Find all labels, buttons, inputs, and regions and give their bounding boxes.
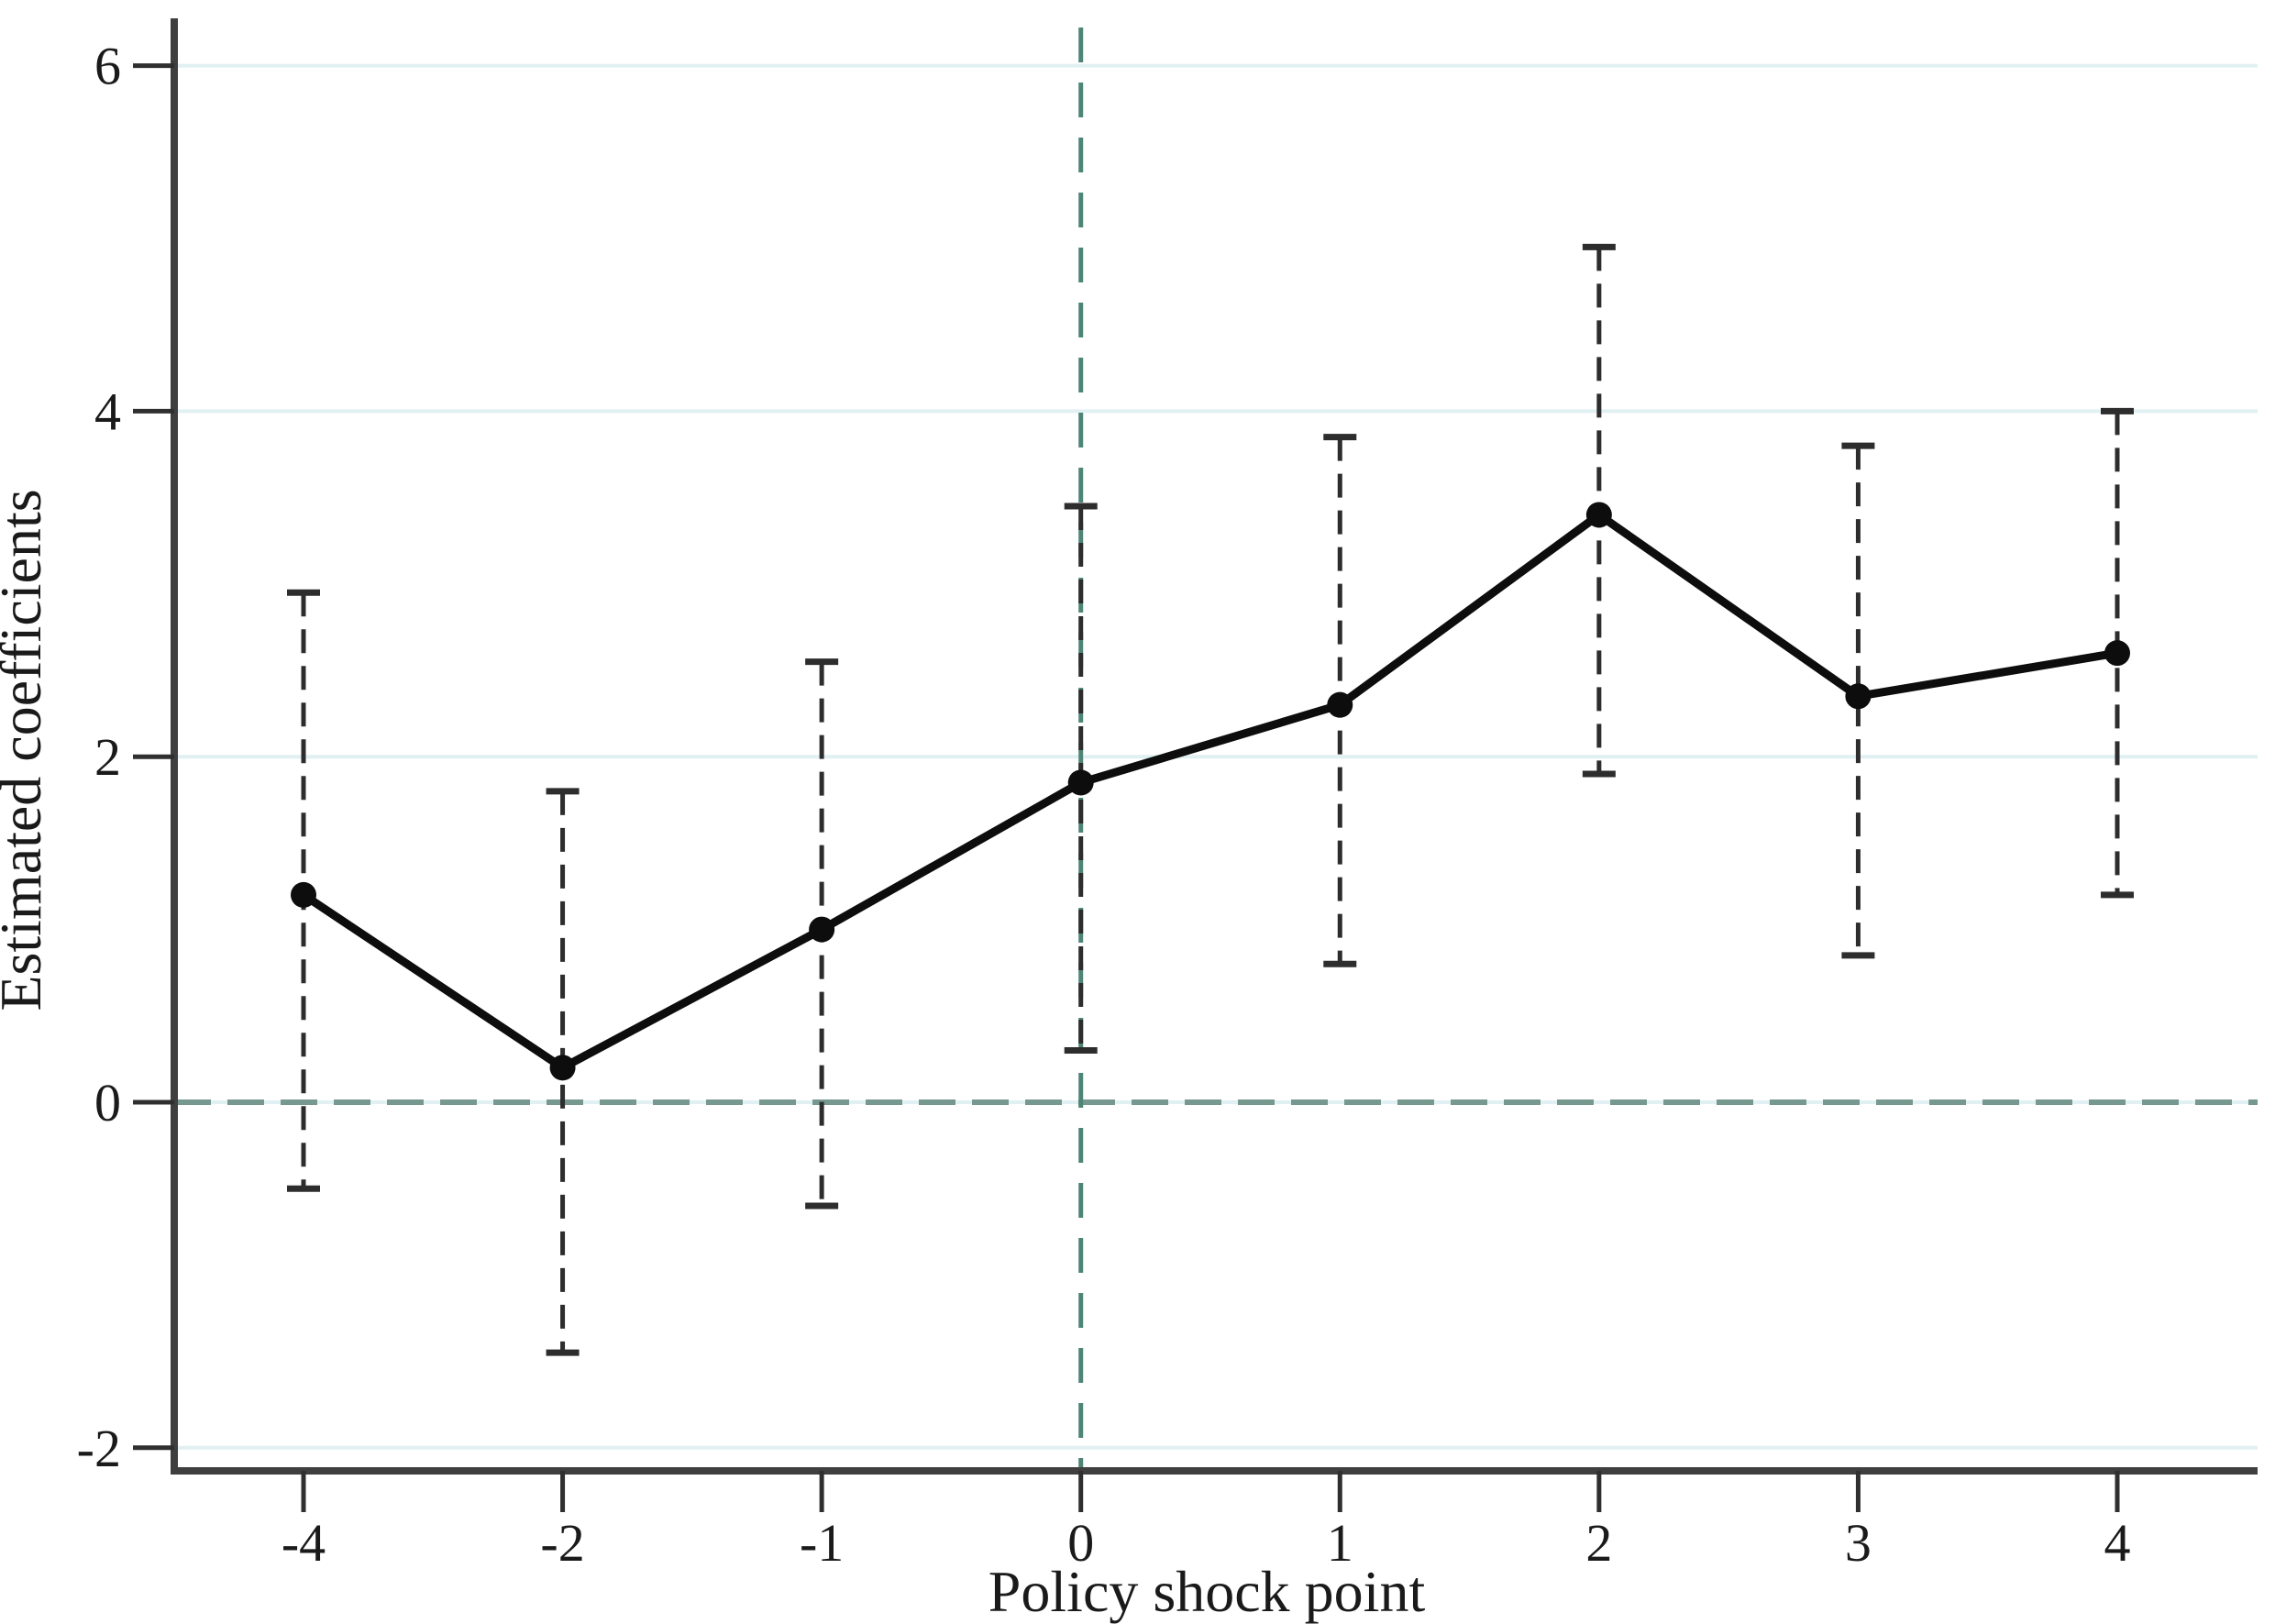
reference-lines <box>174 28 2258 1471</box>
data-point <box>1067 769 1094 796</box>
data-point <box>1327 691 1353 718</box>
y-tick-label: 6 <box>94 37 121 96</box>
y-tick-label: 4 <box>94 381 121 441</box>
x-tick-label: -4 <box>282 1513 326 1573</box>
x-tick-label: 4 <box>2104 1513 2130 1573</box>
series-line <box>299 510 2122 1072</box>
x-tick-label: 0 <box>1067 1513 1094 1573</box>
y-tick-label: 2 <box>94 727 121 787</box>
gridlines <box>174 63 2258 1450</box>
y-axis-title: Estimated coefficients <box>0 489 53 1011</box>
x-tick-label: 1 <box>1327 1513 1353 1573</box>
x-axis-title: Policy shock point <box>988 1559 1426 1624</box>
data-point <box>1845 683 1872 710</box>
error-bar <box>1841 442 1875 959</box>
x-tick-label: 2 <box>1585 1513 1612 1573</box>
x-tick-label: 3 <box>1845 1513 1872 1573</box>
axes <box>133 18 2258 1512</box>
data-point <box>549 1055 576 1081</box>
x-tick-label: -2 <box>540 1513 584 1573</box>
data-point <box>291 881 316 908</box>
error-bar <box>546 788 580 1356</box>
data-point <box>2104 640 2130 667</box>
tick-labels: -2 0 2 4 6 -4 -2 -1 0 1 2 3 4 <box>77 37 2131 1573</box>
data-point <box>1585 502 1612 528</box>
y-tick-label: -2 <box>77 1419 121 1478</box>
x-tick-label: -1 <box>800 1513 844 1573</box>
series <box>291 502 2130 1081</box>
y-tick-label: 0 <box>94 1073 121 1132</box>
data-point <box>809 916 835 943</box>
